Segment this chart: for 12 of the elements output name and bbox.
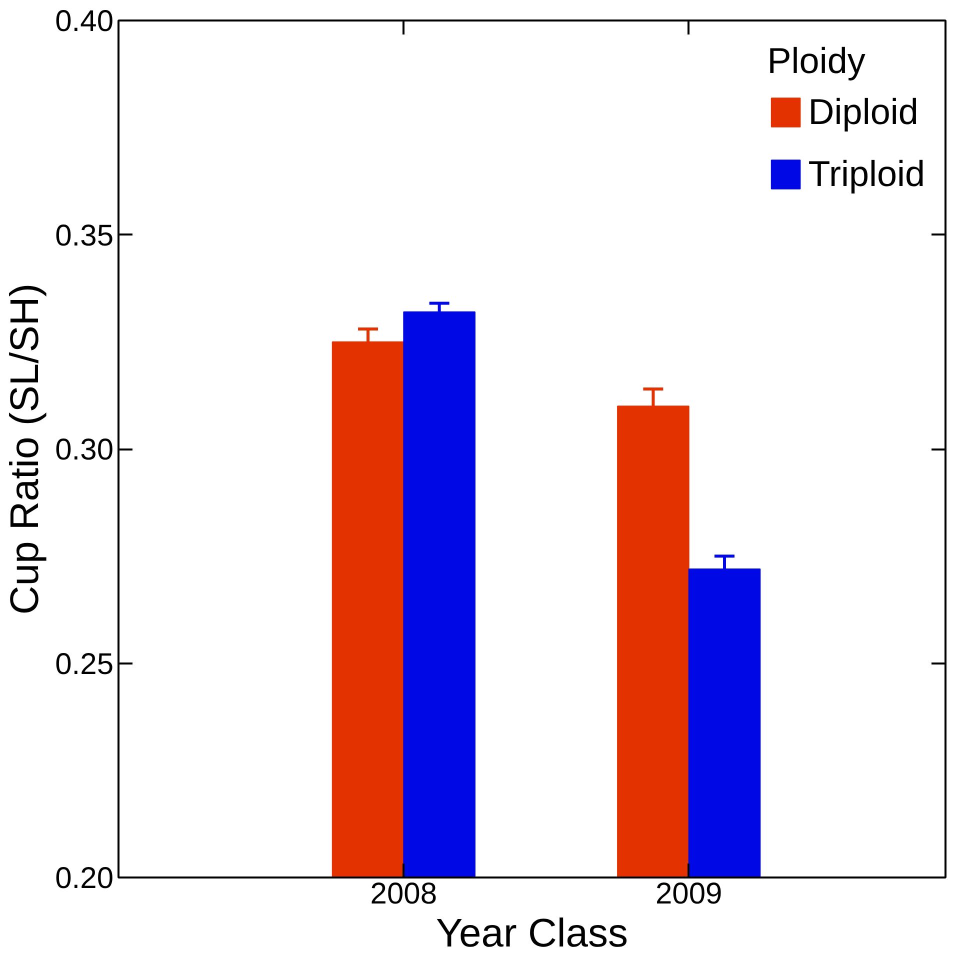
y-tick-label: 0.20 [55, 862, 114, 895]
y-tick-label: 0.25 [55, 648, 114, 681]
y-tick-label: 0.35 [55, 219, 114, 252]
y-axis-title: Cup Ratio (SL/SH) [3, 283, 48, 615]
legend-label: Diploid [808, 90, 918, 134]
legend-label: Triploid [808, 152, 925, 196]
x-axis-title: Year Class [436, 912, 628, 956]
x-tick-label: 2008 [370, 878, 438, 910]
x-tick-label: 2009 [655, 878, 722, 910]
legend-title: Ploidy [767, 40, 866, 82]
y-tick-label: 0.40 [55, 5, 114, 38]
y-tick-label: 0.30 [55, 434, 114, 466]
